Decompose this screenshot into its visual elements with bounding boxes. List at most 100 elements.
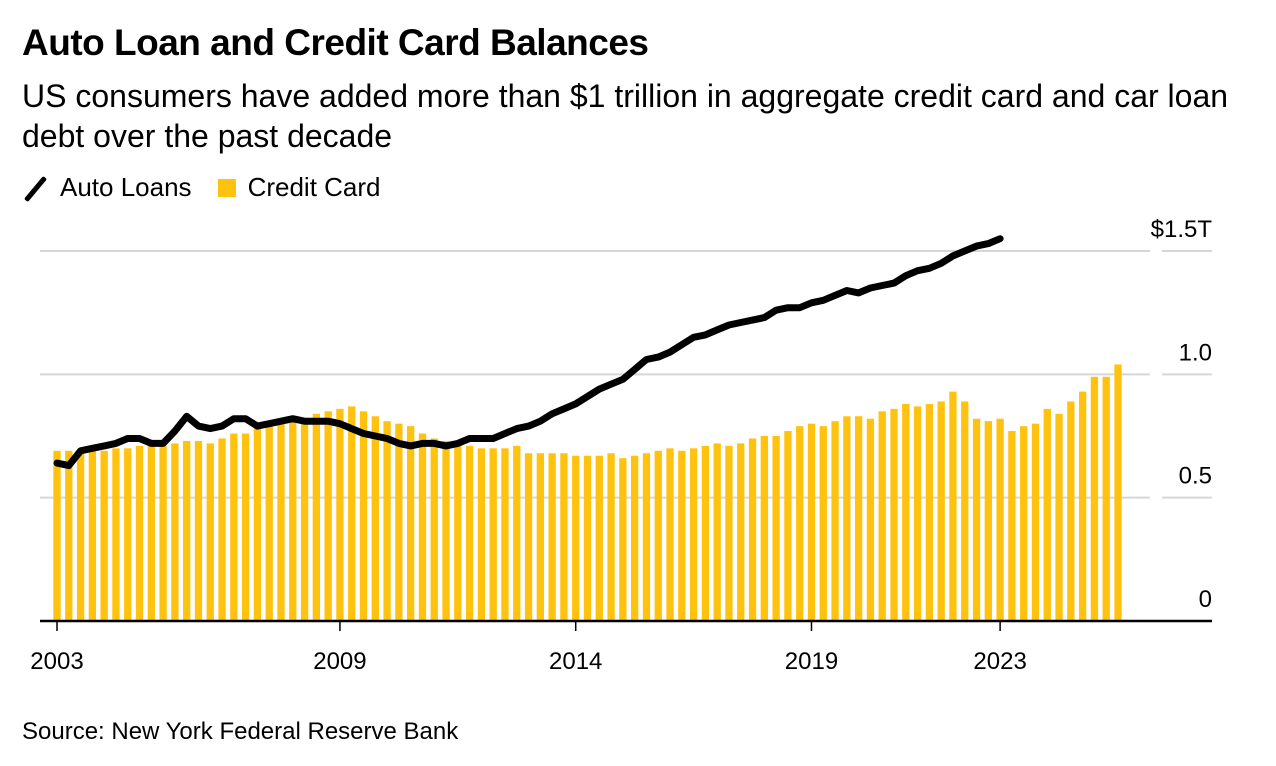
credit-card-bar xyxy=(53,450,61,621)
credit-card-bar xyxy=(619,458,627,621)
credit-card-bar xyxy=(996,418,1004,621)
credit-card-bar xyxy=(666,448,674,621)
credit-card-bar xyxy=(1102,376,1110,621)
credit-card-bar xyxy=(772,436,780,621)
credit-card-bar xyxy=(454,443,462,621)
credit-card-bar xyxy=(465,445,474,621)
source-note: Source: New York Federal Reserve Bank xyxy=(22,718,459,745)
credit-card-bar xyxy=(194,440,203,621)
credit-card-bar xyxy=(395,423,403,621)
credit-card-bar xyxy=(371,416,379,621)
credit-card-bar xyxy=(737,443,745,621)
credit-card-bar xyxy=(807,423,816,621)
legend-item-auto-loans: Auto Loans xyxy=(22,172,192,203)
credit-card-bar xyxy=(1020,426,1028,621)
credit-card-bar xyxy=(100,450,108,621)
credit-card-bar xyxy=(407,426,415,621)
credit-card-bar xyxy=(572,455,580,621)
credit-card-bar xyxy=(206,443,214,621)
chart-title: Auto Loan and Credit Card Balances xyxy=(22,22,649,63)
credit-card-bar xyxy=(631,455,639,621)
credit-card-bar xyxy=(560,453,568,621)
credit-card-bar xyxy=(88,450,97,621)
credit-card-bar xyxy=(678,450,686,621)
credit-card-bar xyxy=(300,418,309,621)
credit-card-bar xyxy=(112,448,120,621)
legend: Auto Loans Credit Card xyxy=(22,172,407,203)
credit-card-bar xyxy=(312,413,321,621)
credit-card-bar xyxy=(230,433,238,621)
credit-card-bar xyxy=(1090,376,1099,621)
credit-card-bar xyxy=(878,411,886,621)
credit-card-bar xyxy=(548,453,556,621)
y-tick-label: $1.5T xyxy=(1151,216,1213,243)
x-tick-label: 2009 xyxy=(313,648,366,675)
x-tick-label: 2014 xyxy=(549,648,602,675)
credit-card-bar xyxy=(1114,364,1122,621)
credit-card-bar xyxy=(76,453,85,621)
credit-card-bar xyxy=(890,408,898,621)
x-tick-label: 2019 xyxy=(785,648,838,675)
credit-card-bar xyxy=(583,455,592,621)
legend-item-credit-card: Credit Card xyxy=(217,172,381,203)
credit-card-bar xyxy=(854,416,863,621)
credit-card-bar xyxy=(866,418,875,621)
credit-card-bar xyxy=(477,448,486,621)
credit-card-bar xyxy=(65,450,73,621)
credit-card-bar xyxy=(902,403,910,621)
credit-card-bar xyxy=(949,391,957,621)
auto-loans-line xyxy=(53,235,1004,470)
credit-card-bar xyxy=(1078,391,1087,621)
credit-card-bar xyxy=(383,421,391,621)
credit-card-bar xyxy=(1008,431,1016,621)
axes: 0 0.5 1.0 $1.5T 2003 2009 2014 2019 2023 xyxy=(30,216,1212,675)
credit-card-bar xyxy=(513,445,521,621)
credit-card-bar xyxy=(348,406,356,621)
credit-card-bar xyxy=(689,448,698,621)
credit-card-bar xyxy=(972,418,981,621)
y-tick-label: 1.0 xyxy=(1179,339,1212,366)
credit-card-bar xyxy=(430,438,438,621)
credit-card-bar xyxy=(253,428,262,621)
credit-card-bar xyxy=(713,443,721,621)
credit-card-bar xyxy=(277,418,285,621)
credit-card-bar xyxy=(359,411,368,621)
auto-loans-series-line xyxy=(53,235,1004,470)
credit-card-bar xyxy=(701,445,710,621)
y-tick-label: 0.5 xyxy=(1179,463,1212,490)
credit-card-bar xyxy=(241,433,250,621)
credit-card-bar xyxy=(843,416,851,621)
square-icon xyxy=(217,178,236,197)
credit-card-bar xyxy=(324,411,332,621)
credit-card-bar xyxy=(1067,401,1075,621)
credit-card-bar xyxy=(289,418,297,621)
credit-card-bar xyxy=(984,421,992,621)
credit-card-bar xyxy=(642,453,651,621)
credit-card-bar xyxy=(595,455,603,621)
credit-card-bar xyxy=(536,453,544,621)
legend-label-auto-loans: Auto Loans xyxy=(60,172,192,202)
credit-card-bar xyxy=(159,445,167,621)
credit-card-bar xyxy=(442,440,450,621)
credit-card-bar xyxy=(784,431,792,621)
credit-card-bar xyxy=(925,403,934,621)
credit-card-bar xyxy=(1031,423,1040,621)
credit-card-bar xyxy=(913,406,922,621)
credit-card-bar xyxy=(418,433,427,621)
credit-card-bar xyxy=(124,448,132,621)
credit-card-bar xyxy=(796,426,804,621)
credit-card-bar xyxy=(135,445,144,621)
credit-card-bar xyxy=(336,408,344,621)
credit-card-bar xyxy=(831,421,839,621)
credit-card-bar xyxy=(725,445,733,621)
credit-card-bar xyxy=(937,401,945,621)
credit-card-bar xyxy=(607,453,615,621)
credit-card-bar xyxy=(1043,408,1051,621)
credit-card-bar xyxy=(171,443,179,621)
credit-card-bar xyxy=(961,401,969,621)
credit-card-bar xyxy=(748,438,757,621)
credit-card-bar xyxy=(183,440,191,621)
chart-subtitle: US consumers have added more than $1 tri… xyxy=(22,78,1229,154)
credit-card-bar xyxy=(501,448,509,621)
